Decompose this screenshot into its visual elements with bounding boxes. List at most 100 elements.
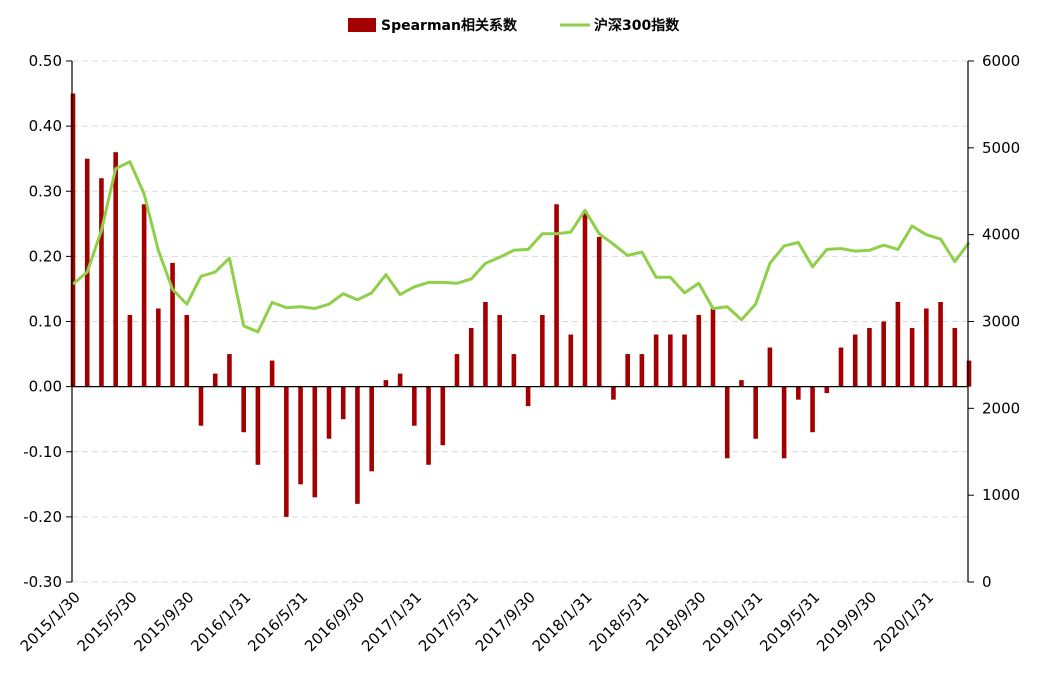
bar-2019/5: [810, 386, 815, 433]
gridlines: [72, 60, 968, 583]
hs300-line: [72, 160, 971, 334]
bar-2017/5: [468, 328, 474, 387]
bar-2020/4: [966, 360, 972, 387]
bar-2019/6: [824, 386, 830, 394]
x-tick-label: 2018/9/30: [642, 588, 709, 655]
bar-2017/10: [540, 314, 545, 387]
bar-2016/1: [241, 386, 246, 433]
bar-2016/11: [383, 380, 389, 387]
bar-2016/12: [397, 373, 403, 387]
x-tick-label: 2017/9/30: [472, 588, 539, 655]
x-tick-label: 2020/1/31: [870, 588, 937, 655]
bar-2018/11: [724, 386, 730, 459]
bar-2019/2: [767, 347, 773, 387]
bar-2019/10: [881, 321, 886, 387]
bar-2019/1: [753, 386, 758, 439]
bar-2017/2: [426, 386, 431, 465]
bar-2017/12: [568, 334, 574, 387]
bar-2015/12: [227, 354, 232, 387]
bar-2017/8: [511, 354, 517, 387]
x-tick-label: 2017/5/31: [415, 588, 482, 655]
bar-2015/3: [99, 178, 104, 387]
right-axis-ticks: 6000 5000 4000 3000 2000 1000 0: [968, 52, 1020, 591]
bar-2018/7: [668, 334, 673, 387]
bar-2016/2: [255, 386, 261, 465]
bar-2016/5: [298, 386, 303, 485]
bar-2018/2: [596, 236, 602, 387]
bar-2018/9: [696, 314, 702, 387]
left-tick-label: 0.00: [29, 378, 62, 396]
bar-2017/4: [454, 354, 460, 387]
bar-2019/12: [909, 328, 915, 387]
bar-2015/10: [198, 386, 204, 426]
left-tick-label: 0.20: [29, 247, 62, 265]
left-tick-label: 0.30: [29, 182, 62, 200]
bar-2015/6: [141, 204, 147, 387]
bar-2019/3: [781, 386, 787, 459]
bar-2015/9: [184, 314, 190, 387]
bar-2016/3: [269, 360, 275, 387]
left-tick-label: -0.30: [23, 573, 62, 591]
bar-2020/3: [952, 328, 958, 387]
left-tick-label: -0.20: [23, 508, 62, 526]
bar-2019/9: [867, 328, 872, 387]
bar-series: [70, 93, 972, 517]
bar-2016/8: [340, 386, 346, 420]
bar-2018/1: [582, 210, 588, 387]
x-tick-label: 2019/5/31: [756, 588, 823, 655]
x-tick-label: 2019/9/30: [813, 588, 880, 655]
bar-2015/1: [70, 93, 76, 387]
bar-2016/10: [369, 386, 374, 472]
bar-2020/2: [938, 301, 943, 387]
bar-2016/9: [355, 386, 360, 504]
x-tick-label: 2015/9/30: [130, 588, 197, 655]
left-tick-label: 0.50: [29, 52, 62, 70]
bar-2017/1: [412, 386, 417, 426]
bar-2015/11: [212, 373, 218, 387]
x-tick-label: 2015/1/30: [17, 588, 84, 655]
bar-2018/8: [682, 334, 687, 387]
bar-2018/12: [739, 380, 744, 387]
x-tick-label: 2019/1/31: [699, 588, 766, 655]
left-tick-label: -0.10: [23, 443, 62, 461]
bar-2019/7: [838, 347, 844, 387]
bar-2018/5: [639, 354, 645, 387]
bar-2016/7: [326, 386, 332, 439]
x-tick-label: 2018/5/31: [586, 588, 653, 655]
legend-swatch-spearman: [348, 18, 376, 32]
left-axis-ticks: 0.50 0.40 0.30 0.20 0.10 0.00 -0.10 -0.20 -0.30: [23, 52, 72, 591]
legend-label-hs300: 沪深300指数: [594, 17, 680, 34]
bar-2015/5: [127, 314, 133, 387]
right-tick-label: 2000: [982, 399, 1020, 417]
x-tick-label: 2016/9/30: [301, 588, 368, 655]
bar-2017/6: [483, 301, 488, 387]
right-tick-label: 5000: [982, 139, 1020, 157]
bar-2018/10: [710, 308, 716, 387]
bar-2019/8: [852, 334, 858, 387]
legend-label-spearman: Spearman相关系数: [381, 17, 518, 34]
bar-2017/7: [497, 314, 502, 387]
bar-2019/4: [796, 386, 801, 400]
right-tick-label: 1000: [982, 486, 1020, 504]
legend: Spearman相关系数 沪深300指数: [348, 17, 680, 34]
bar-2018/4: [625, 354, 630, 387]
left-tick-label: 0.10: [29, 313, 62, 331]
x-axis-ticks: 2015/1/302015/5/302015/9/302016/1/312016…: [17, 588, 937, 655]
bar-2018/3: [611, 386, 616, 400]
bar-2019/11: [895, 301, 901, 387]
right-tick-label: 0: [982, 573, 992, 591]
x-tick-label: 2016/5/31: [244, 588, 311, 655]
bar-2015/8: [170, 262, 175, 387]
bar-2015/7: [156, 308, 161, 387]
bar-2017/3: [440, 386, 446, 446]
right-tick-label: 3000: [982, 313, 1020, 331]
right-tick-label: 4000: [982, 226, 1020, 244]
bar-2016/6: [312, 386, 318, 498]
x-tick-label: 2015/5/30: [74, 588, 141, 655]
bar-2018/6: [653, 334, 659, 387]
x-tick-label: 2016/1/31: [187, 588, 254, 655]
bar-2017/9: [525, 386, 531, 407]
bar-2016/4: [284, 386, 289, 517]
